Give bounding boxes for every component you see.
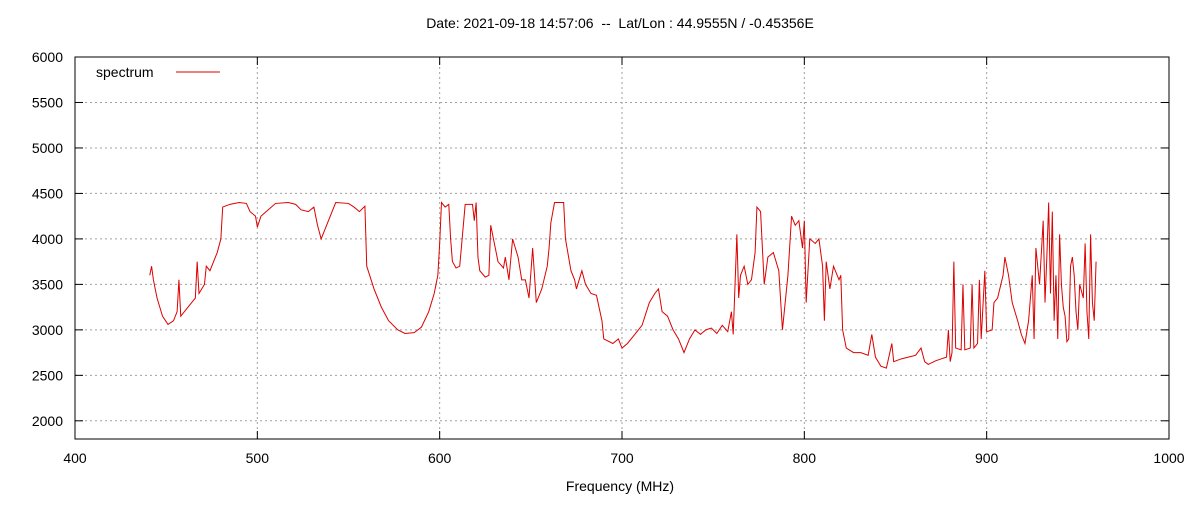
x-tick-label: 500: [246, 450, 270, 466]
y-tick-label: 3500: [32, 276, 63, 292]
y-tick-label: 6000: [32, 49, 63, 65]
y-tick-label: 2000: [32, 413, 63, 429]
legend-label: spectrum: [96, 64, 154, 80]
y-tick-label: 5000: [32, 140, 63, 156]
y-tick-label: 4500: [32, 185, 63, 201]
data-line: [149, 201, 1097, 369]
x-tick-label: 800: [793, 450, 817, 466]
y-tick-label: 2500: [32, 367, 63, 383]
chart-title: Date: 2021-09-18 14:57:06 -- Lat/Lon : 4…: [426, 15, 814, 31]
x-tick-label: 1000: [1153, 450, 1184, 466]
x-tick-label: 900: [975, 450, 999, 466]
x-tick-label: 600: [428, 450, 452, 466]
y-tick-label: 3000: [32, 322, 63, 338]
x-tick-label: 400: [63, 450, 87, 466]
plot-border: [74, 56, 1170, 440]
y-tick-label: 4000: [32, 231, 63, 247]
x-tick-label: 700: [610, 450, 634, 466]
y-tick-label: 5500: [32, 94, 63, 110]
x-axis-label: Frequency (MHz): [566, 478, 674, 494]
